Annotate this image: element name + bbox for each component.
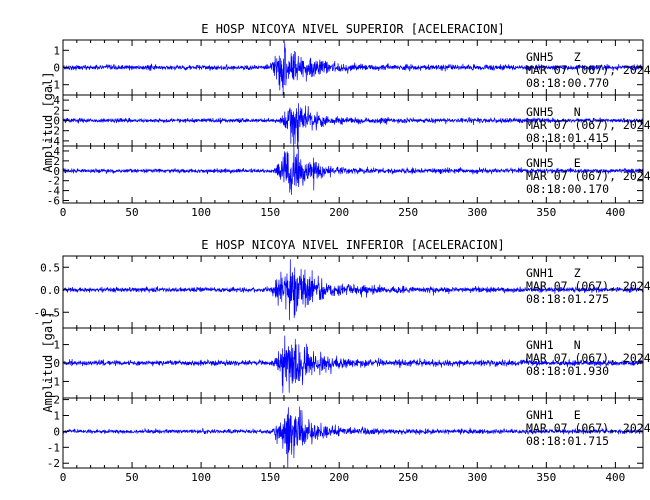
x-tick-label: 50 xyxy=(125,206,138,219)
chart-title: E HOSP NICOYA NIVEL INFERIOR [ACELERACIO… xyxy=(201,238,504,252)
record-date: MAR 07 (067), 2024 xyxy=(526,63,650,77)
series-line xyxy=(62,406,644,469)
station-code: GNH5 xyxy=(526,105,554,119)
x-tick-label: 400 xyxy=(605,471,625,484)
y-tick-label: 2 xyxy=(53,155,60,168)
record-date: MAR 07 (067), 2024 xyxy=(526,118,650,132)
x-tick-label: 150 xyxy=(260,471,280,484)
x-tick-label: 150 xyxy=(260,206,280,219)
station-component: N xyxy=(574,338,581,352)
station-label: GNH5 N xyxy=(526,105,581,119)
y-tick-label: -2 xyxy=(47,457,60,470)
series-line xyxy=(62,145,644,195)
station-code: GNH1 xyxy=(526,408,554,422)
x-tick-label: 200 xyxy=(329,206,349,219)
x-tick-label: 300 xyxy=(467,471,487,484)
x-tick-label: 250 xyxy=(398,471,418,484)
record-time: 08:18:00.770 xyxy=(526,76,609,90)
station-label: GNH5 Z xyxy=(526,50,581,64)
record-date: MAR 07 (067), 2024 xyxy=(526,421,650,435)
y-tick-label: 2 xyxy=(53,394,60,407)
y-tick-label: 4 xyxy=(53,145,60,158)
x-tick-label: 100 xyxy=(191,206,211,219)
y-tick-label: -0.5 xyxy=(34,306,61,319)
y-tick-label: -1 xyxy=(47,441,60,454)
y-tick-label: -1 xyxy=(47,79,60,92)
y-tick-label: 0 xyxy=(53,115,60,128)
y-tick-label: -4 xyxy=(47,185,61,198)
y-tick-label: 0 xyxy=(53,62,60,75)
station-label: GNH1 N xyxy=(526,338,581,352)
x-tick-label: 50 xyxy=(125,471,138,484)
record-time: 08:18:01.275 xyxy=(526,292,609,306)
station-code: GNH1 xyxy=(526,266,554,280)
record-date: MAR 07 (067), 2024 xyxy=(526,279,650,293)
x-tick-label: 200 xyxy=(329,471,349,484)
y-tick-label: -6 xyxy=(47,195,60,208)
station-component: E xyxy=(574,408,581,422)
y-axis-label: Amplitud [gal] xyxy=(41,71,55,172)
station-component: Z xyxy=(574,50,581,64)
station-label: GNH1 Z xyxy=(526,266,581,280)
y-tick-label: 1 xyxy=(53,339,60,352)
x-tick-label: 250 xyxy=(398,206,418,219)
x-tick-label: 350 xyxy=(536,471,556,484)
y-tick-label: 1 xyxy=(53,44,60,57)
record-time: 08:18:01.930 xyxy=(526,364,609,378)
station-label: GNH5 E xyxy=(526,156,581,170)
x-tick-label: 0 xyxy=(60,206,67,219)
y-tick-label: 1 xyxy=(53,410,60,423)
y-tick-label: 4 xyxy=(53,94,60,107)
y-tick-label: 2 xyxy=(53,104,60,117)
chart-title: E HOSP NICOYA NIVEL SUPERIOR [ACELERACIO… xyxy=(201,22,504,36)
y-tick-label: 0.5 xyxy=(40,261,60,274)
y-tick-label: 0.0 xyxy=(40,284,60,297)
x-tick-label: 350 xyxy=(536,206,556,219)
y-tick-label: 0 xyxy=(53,165,60,178)
station-code: GNH5 xyxy=(526,50,554,64)
y-axis-label: Amplitud [gal] xyxy=(41,311,55,412)
y-tick-label: -2 xyxy=(47,125,60,138)
record-date: MAR 07 (067), 2024 xyxy=(526,351,650,365)
y-tick-label: -1 xyxy=(47,375,60,388)
chart-panel-1: E HOSP NICOYA NIVEL SUPERIOR [ACELERACIO… xyxy=(41,22,650,219)
x-tick-label: 100 xyxy=(191,471,211,484)
record-time: 08:18:01.715 xyxy=(526,434,609,448)
record-time: 08:18:00.170 xyxy=(526,182,609,196)
record-time: 08:18:01.415 xyxy=(526,131,609,145)
station-component: N xyxy=(574,105,581,119)
y-tick-label: -2 xyxy=(47,175,60,188)
station-component: Z xyxy=(574,266,581,280)
series-line xyxy=(62,103,644,147)
y-tick-label: -4 xyxy=(47,135,61,148)
x-tick-label: 300 xyxy=(467,206,487,219)
series-line xyxy=(62,42,644,95)
station-code: GNH5 xyxy=(526,156,554,170)
record-date: MAR 07 (067), 2024 xyxy=(526,169,650,183)
station-component: E xyxy=(574,156,581,170)
station-label: GNH1 E xyxy=(526,408,581,422)
chart-panel-2: E HOSP NICOYA NIVEL INFERIOR [ACELERACIO… xyxy=(34,238,650,484)
series-line xyxy=(62,335,644,394)
series-line xyxy=(62,259,644,321)
x-tick-label: 400 xyxy=(605,206,625,219)
station-code: GNH1 xyxy=(526,338,554,352)
x-tick-label: 0 xyxy=(60,471,67,484)
y-tick-label: 0 xyxy=(53,357,60,370)
y-tick-label: 0 xyxy=(53,425,60,438)
